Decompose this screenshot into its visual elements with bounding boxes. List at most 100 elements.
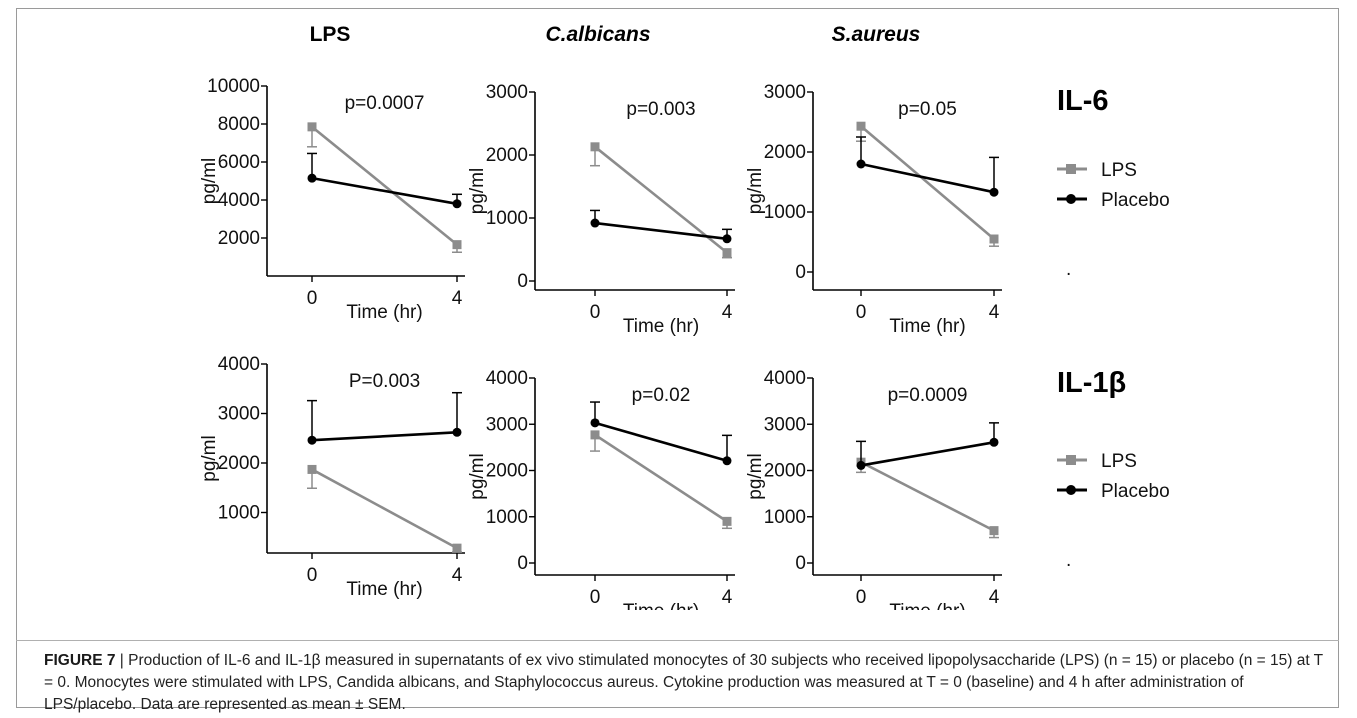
x-tick-label: 4: [722, 587, 733, 608]
placebo-series-line: [594, 421, 728, 463]
y-tick-label: 1000: [218, 503, 260, 524]
lps-data-point: [722, 516, 732, 526]
placebo-data-point: [989, 437, 999, 447]
legend-placebo-marker: [1066, 194, 1076, 204]
y-tick-label: 3000: [486, 82, 528, 103]
y-tick-label: 0: [795, 553, 806, 574]
x-tick-label: 4: [989, 302, 1000, 323]
figure-frame: [16, 8, 1339, 708]
placebo-data-point: [452, 427, 462, 437]
y-tick-label: 0: [517, 553, 528, 574]
figure-chart-grid: LPS C.albicans S.aureus IL-6 IL-1β LPS P…: [199, 23, 1170, 610]
y-tick-label: 4000: [764, 368, 806, 389]
column-title-s-aureus: S.aureus: [832, 23, 921, 46]
y-tick-label: 4000: [486, 368, 528, 389]
lps-data-point: [452, 543, 462, 553]
y-axis-label: pg/ml: [199, 435, 220, 481]
placebo-data-point: [722, 456, 732, 466]
y-tick-label: 2000: [764, 461, 806, 482]
lps-series-line: [594, 433, 728, 523]
caption-divider: [16, 640, 1339, 641]
lps-data-point: [307, 464, 317, 474]
legend-bottom-dot: .: [1066, 550, 1071, 571]
y-tick-label: 3000: [218, 404, 260, 425]
p-value-label: p=0.003: [626, 99, 695, 120]
x-tick-label: 0: [590, 302, 601, 323]
y-tick-label: 4000: [218, 354, 260, 375]
chart-il6-s-aureus: 0 1000 2000 3000 0 4 Time (hr) pg/ml p=0.05: [745, 82, 1002, 337]
x-tick-label: 4: [452, 288, 463, 309]
placebo-data-point: [989, 187, 999, 197]
y-tick-label: 3000: [764, 414, 806, 435]
placebo-data-point: [722, 234, 732, 244]
chart-il1b-lps: 1000 2000 3000 4000 0 4 Time (hr) pg/ml P=0.003: [199, 354, 465, 600]
y-axis-label: pg/ml: [745, 168, 766, 214]
legend-placebo-label: Placebo: [1101, 190, 1170, 211]
y-axis-label: pg/ml: [467, 453, 488, 499]
lps-data-point: [590, 142, 600, 152]
placebo-data-point: [590, 418, 600, 428]
x-tick-label: 4: [989, 587, 1000, 608]
x-tick-label: 0: [856, 302, 867, 323]
placebo-series-line: [311, 431, 458, 442]
y-tick-label: 6000: [218, 152, 260, 173]
legend-bottom: LPS Placebo .: [1057, 451, 1170, 571]
placebo-data-point: [856, 159, 866, 169]
lps-data-point: [307, 122, 317, 132]
legend-lps-label: LPS: [1101, 160, 1137, 181]
chart-il1b-c-albicans: 0 1000 2000 3000 4000 0 4 Time (hr) pg/ml p=0.02: [467, 368, 735, 610]
legend-top: LPS Placebo .: [1057, 160, 1170, 280]
p-value-label: p=0.02: [632, 385, 691, 406]
y-tick-label: 0: [795, 262, 806, 283]
y-tick-label: 2000: [218, 453, 260, 474]
chart-il6-lps: 2000 4000 6000 8000 10000 0 4 Time (hr) pg/ml p=0…: [199, 76, 465, 323]
y-tick-label: 3000: [486, 414, 528, 435]
lps-data-point: [856, 121, 866, 131]
lps-series-line: [860, 461, 995, 532]
chart-il1b-s-aureus: 0 1000 2000 3000 4000 0 4 Time (hr) pg/ml p=0.000…: [745, 368, 1002, 610]
placebo-series-line: [594, 221, 728, 241]
chart-il6-c-albicans: 0 1000 2000 3000 0 4 Time (hr) pg/ml p=0.003: [467, 82, 735, 337]
y-tick-label: 1000: [764, 202, 806, 223]
placebo-data-point: [452, 199, 462, 209]
legend-lps-label: LPS: [1101, 451, 1137, 472]
x-axis-label: Time (hr): [623, 601, 699, 610]
y-tick-label: 10000: [207, 76, 260, 97]
lps-data-point: [989, 526, 999, 536]
placebo-series-line: [860, 162, 995, 194]
y-axis-label: pg/ml: [467, 168, 488, 214]
lps-series-line: [311, 125, 458, 246]
lps-data-point: [989, 234, 999, 244]
legend-placebo-label: Placebo: [1101, 481, 1170, 502]
row-title-il1b: IL-1β: [1057, 367, 1126, 399]
y-tick-label: 1000: [486, 507, 528, 528]
legend-top-dot: .: [1066, 259, 1071, 280]
y-tick-label: 8000: [218, 114, 260, 135]
placebo-series-line: [860, 441, 995, 467]
column-title-lps: LPS: [310, 23, 351, 46]
lps-data-point: [452, 240, 462, 250]
y-tick-label: 0: [517, 271, 528, 292]
placebo-data-point: [307, 435, 317, 445]
y-axis-label: pg/ml: [199, 158, 220, 204]
p-value-label: p=0.05: [898, 99, 957, 120]
p-value-label: p=0.0007: [345, 93, 425, 114]
placebo-data-point: [307, 173, 317, 183]
placebo-series-line: [311, 176, 458, 206]
placebo-data-point: [590, 218, 600, 228]
lps-series-line: [311, 468, 458, 550]
lps-data-point: [590, 430, 600, 440]
caption-label: FIGURE 7: [44, 652, 116, 669]
legend-lps-marker: [1066, 455, 1076, 465]
legend-lps-marker: [1066, 164, 1076, 174]
x-tick-label: 4: [452, 565, 463, 586]
row-title-il6: IL-6: [1057, 85, 1109, 117]
figure-caption: FIGURE 7 | Production of IL-6 and IL-1β …: [44, 650, 1334, 716]
x-tick-label: 0: [856, 587, 867, 608]
y-tick-label: 1000: [486, 208, 528, 229]
y-tick-label: 3000: [764, 82, 806, 103]
x-axis-label: Time (hr): [346, 579, 422, 600]
legend-placebo-marker: [1066, 485, 1076, 495]
lps-data-point: [722, 248, 732, 258]
